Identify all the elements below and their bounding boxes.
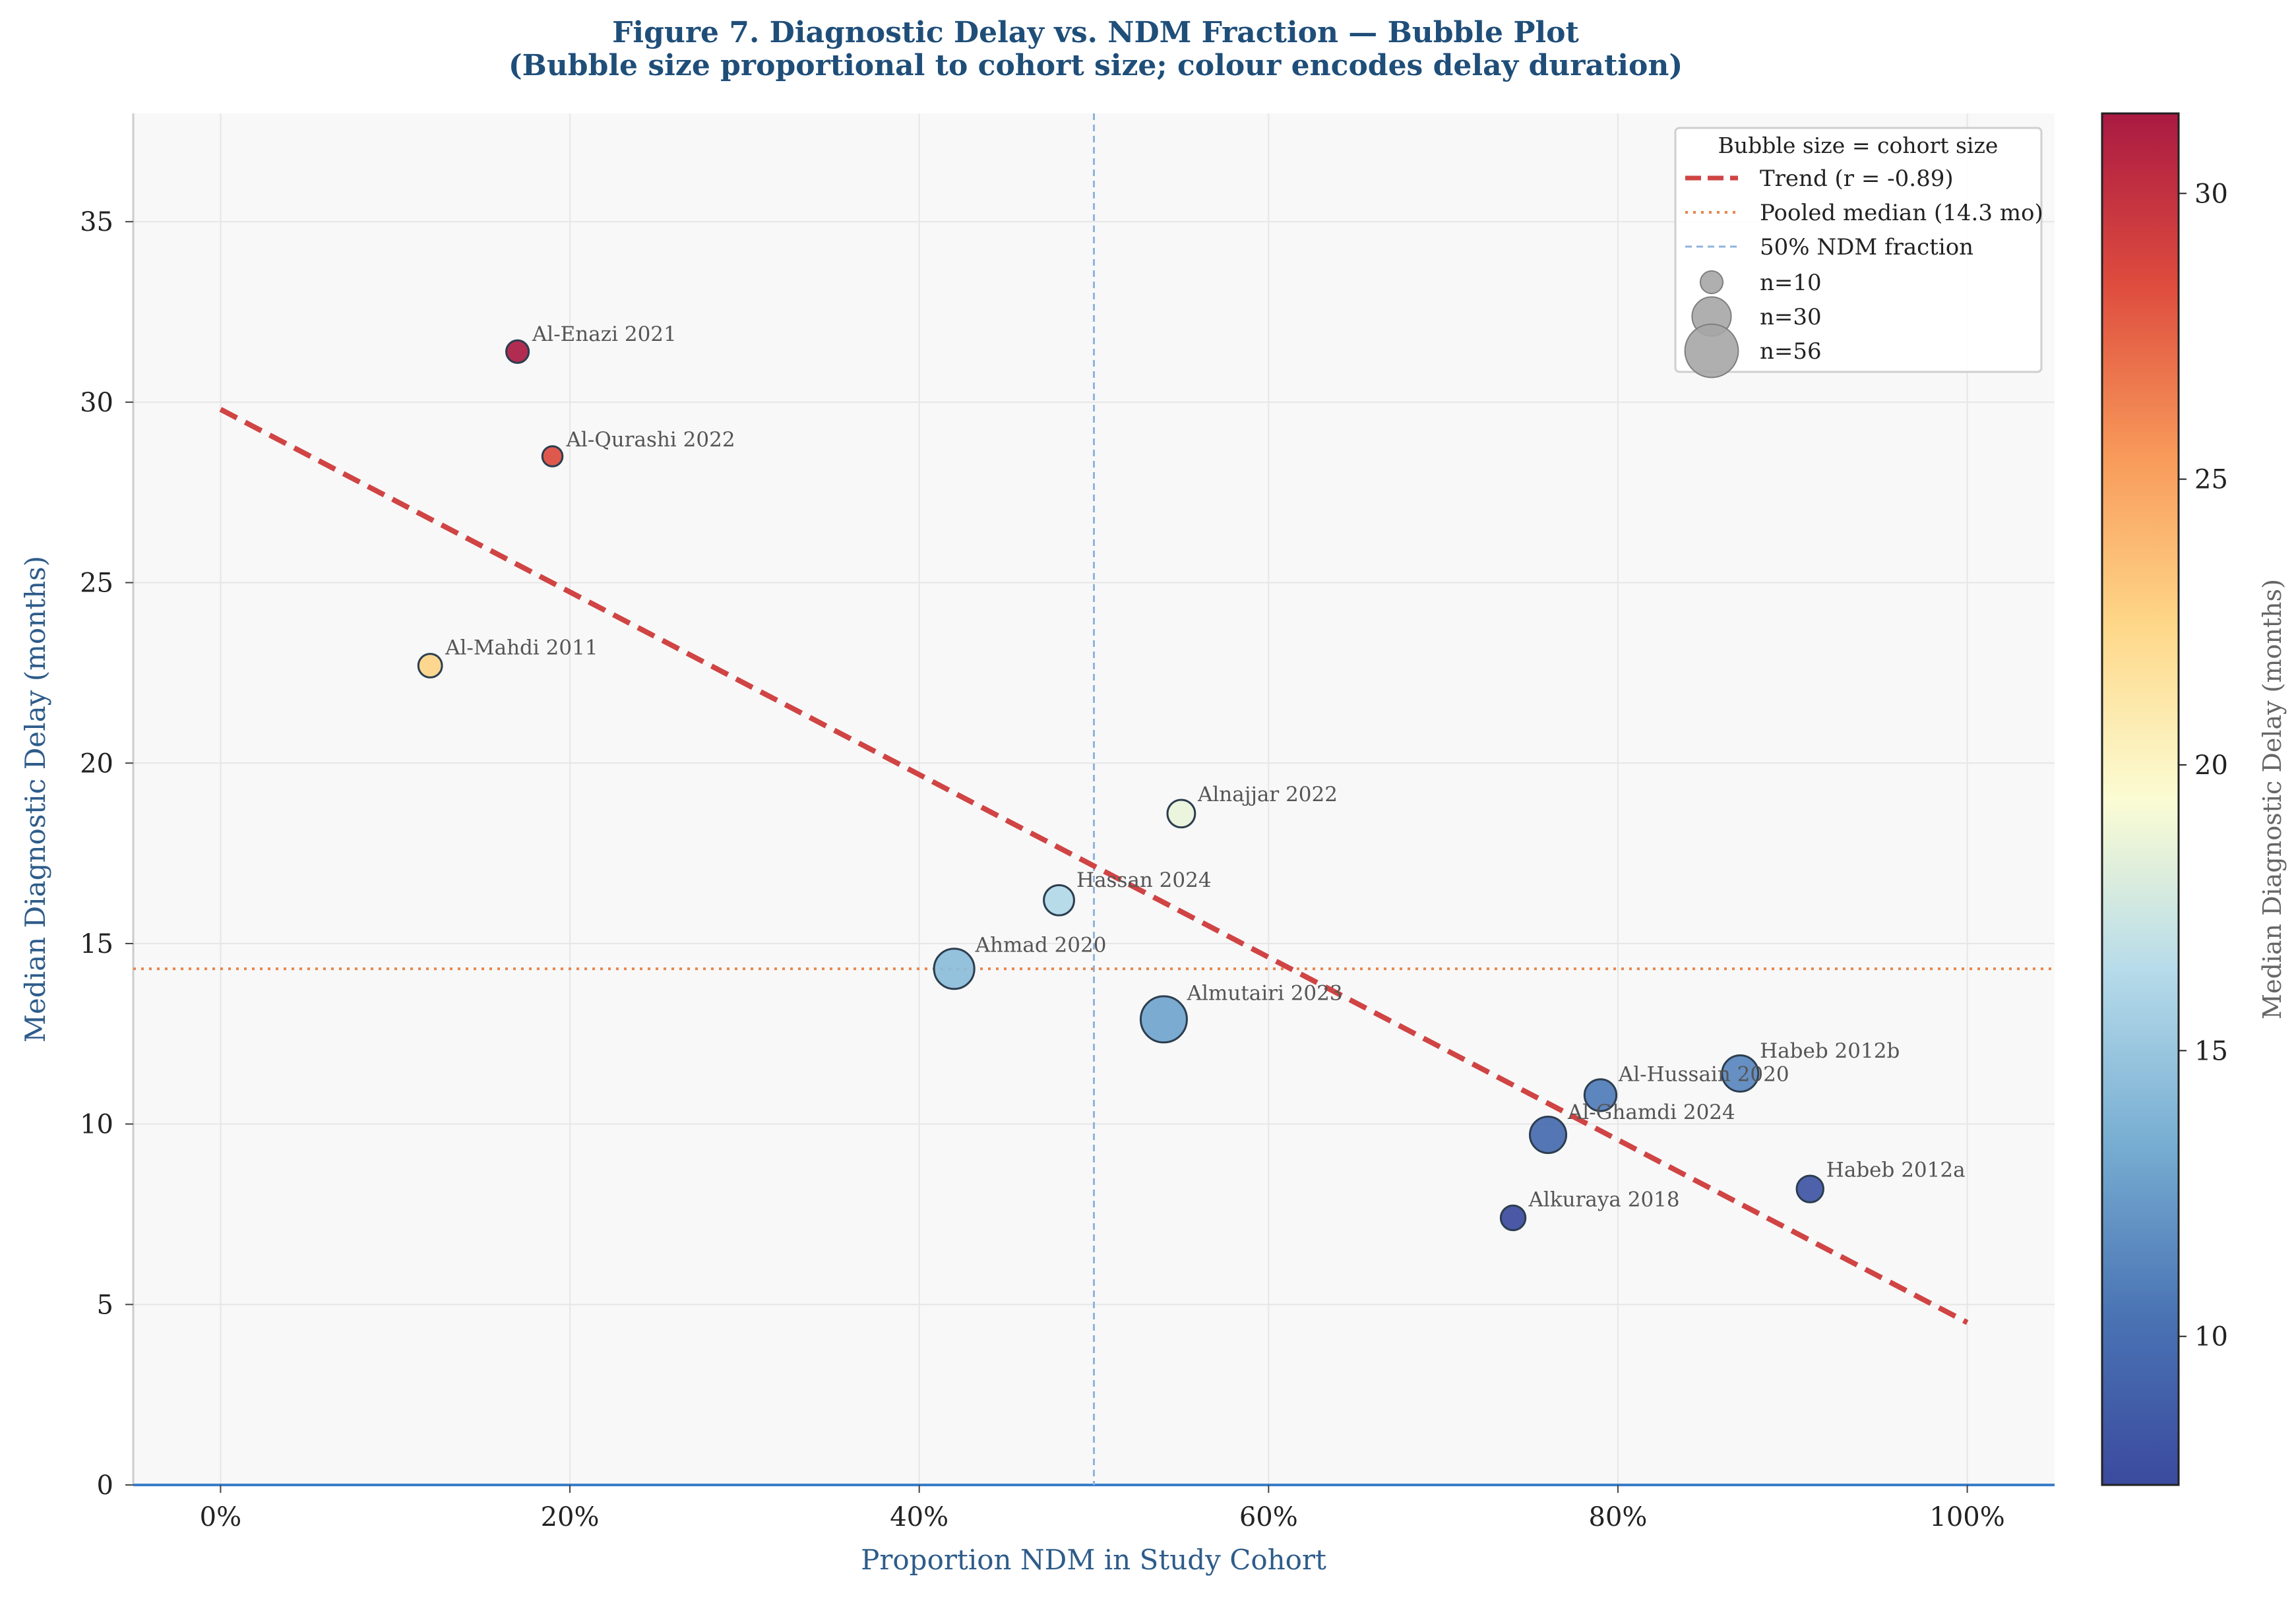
legend-size-bubble <box>1699 270 1724 295</box>
legend-title: Bubble size = cohort size <box>1718 133 1999 158</box>
y-tick-label: 0 <box>97 1470 113 1501</box>
y-tick-label: 25 <box>80 568 113 599</box>
bubble-point <box>1528 1116 1568 1155</box>
bubble-label: Habeb 2012a <box>1826 1159 1966 1182</box>
bubble-point <box>1139 995 1188 1044</box>
bubble-label: Al-Ghamdi 2024 <box>1567 1101 1735 1124</box>
bubble-point <box>1721 1054 1760 1093</box>
legend-size-label: n=10 <box>1760 270 1822 296</box>
y-tick-label: 20 <box>80 748 113 779</box>
bubble-point <box>933 948 976 990</box>
legend: Bubble size = cohort size Trend (r = -0.… <box>1674 127 2043 378</box>
chart-title: Figure 7. Diagnostic Delay vs. NDM Fract… <box>612 16 1579 49</box>
x-tick-label: 100% <box>1929 1502 2004 1532</box>
y-ticks: 0 5 10 15 20 25 30 35 <box>80 207 133 1501</box>
legend-ndm-label: 50% NDM fraction <box>1760 234 1973 260</box>
colorbar-label: Median Diagnostic Delay (months) <box>2258 579 2287 1019</box>
bubble-label: Habeb 2012b <box>1760 1039 1900 1063</box>
bubble-label: Al-Mahdi 2011 <box>445 636 598 660</box>
y-tick-label: 5 <box>97 1290 113 1320</box>
x-tick-label: 20% <box>541 1502 600 1532</box>
bubble-point <box>1166 799 1196 829</box>
trend-line <box>219 407 1969 1325</box>
colorbar-tick-label: 30 <box>2194 179 2228 209</box>
y-tick-label: 30 <box>80 388 113 418</box>
colorbar <box>2101 112 2180 1486</box>
bubble-label: Almutairi 2023 <box>1187 982 1343 1006</box>
legend-size-bubble <box>1684 323 1739 378</box>
bubble-point <box>1795 1174 1824 1203</box>
x-axis-label: Proportion NDM in Study Cohort <box>861 1544 1326 1576</box>
x-ticks: 0% 20% 40% 60% 80% 100% <box>200 1485 2005 1532</box>
y-tick-label: 35 <box>80 207 113 237</box>
colorbar-tick-label: 25 <box>2194 465 2228 495</box>
bubble-point <box>1583 1078 1618 1112</box>
bubble-label: Al-Qurashi 2022 <box>566 428 735 452</box>
bubble-point <box>417 653 443 679</box>
bubbles <box>417 339 1824 1232</box>
colorbar-tick-label: 15 <box>2194 1036 2228 1066</box>
legend-median-label: Pooled median (14.3 mo) <box>1760 200 2043 226</box>
y-tick-label: 10 <box>80 1110 113 1140</box>
legend-trend-label: Trend (r = -0.89) <box>1760 166 1954 192</box>
bubble-label: Al-Hussain 2020 <box>1618 1062 1789 1086</box>
x-gridlines <box>220 113 1968 1485</box>
colorbar-tick-label: 20 <box>2194 750 2228 781</box>
x-tick-label: 40% <box>890 1502 948 1532</box>
bubble-label: Al-Enazi 2021 <box>532 322 677 346</box>
legend-size-label: n=30 <box>1760 304 1822 330</box>
x-tick-label: 80% <box>1589 1502 1648 1532</box>
chart-subtitle: (Bubble size proportional to cohort size… <box>509 49 1683 82</box>
bubble-point <box>541 445 564 468</box>
bubble-label: Ahmad 2020 <box>975 933 1107 957</box>
bubble-labels: Al-Enazi 2021 Al-Qurashi 2022 Al-Mahdi 201… <box>445 322 1965 1212</box>
bubble-label: Hassan 2024 <box>1076 868 1212 892</box>
bubble-point <box>505 339 530 364</box>
legend-size-label: n=56 <box>1760 338 1822 365</box>
colorbar-ticks: 10 15 20 25 30 <box>2179 179 2228 1352</box>
x-tick-label: 60% <box>1239 1502 1298 1532</box>
bubble-point <box>1499 1204 1527 1232</box>
bubble-label: Alkuraya 2018 <box>1528 1188 1680 1211</box>
colorbar-tick-label: 10 <box>2194 1322 2228 1352</box>
y-tick-label: 15 <box>80 929 113 959</box>
y-axis-label: Median Diagnostic Delay (months) <box>19 556 51 1042</box>
x-tick-label: 0% <box>200 1502 241 1532</box>
legend-box <box>1674 127 2043 373</box>
bubble-point <box>1043 884 1075 917</box>
legend-size-entries: n=10 n=30 n=56 <box>1684 270 1822 378</box>
bubble-label: Alnajjar 2022 <box>1197 783 1338 806</box>
